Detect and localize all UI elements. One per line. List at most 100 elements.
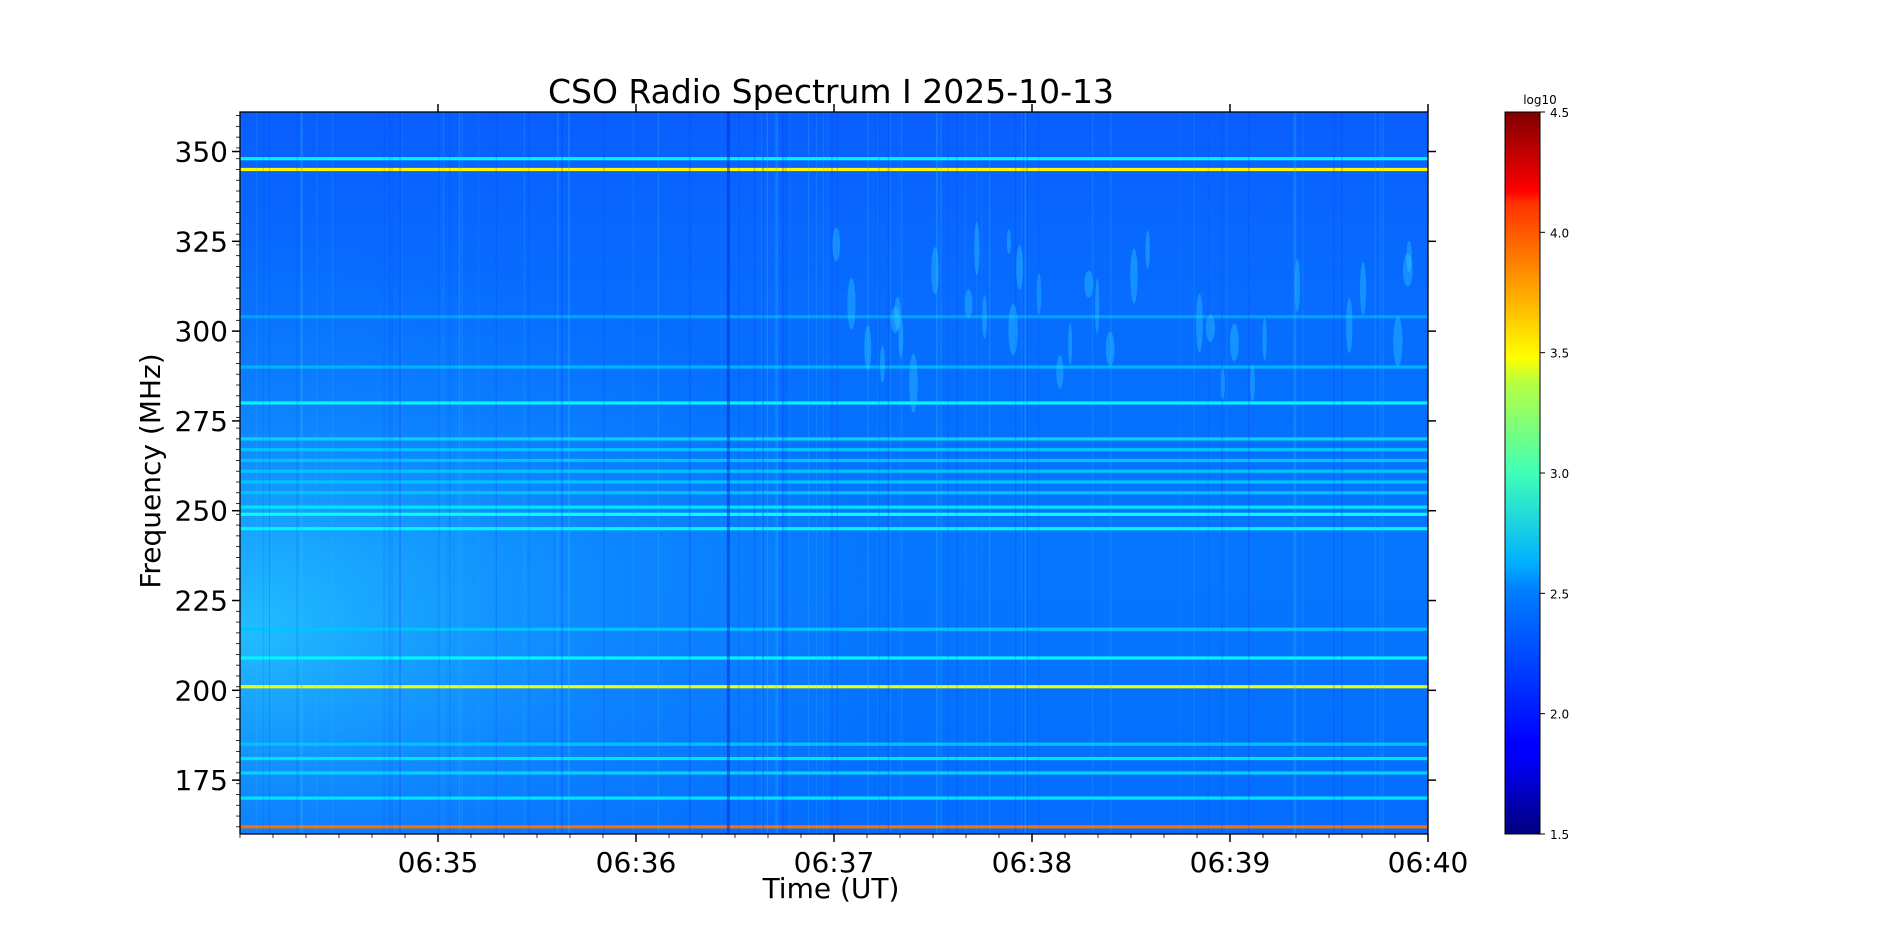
streak <box>940 112 942 834</box>
streak <box>442 112 445 834</box>
y-tick-label: 200 <box>175 674 228 707</box>
burst-blob <box>1084 270 1094 298</box>
x-tick-label: 06:36 <box>596 846 677 879</box>
streak <box>388 112 391 834</box>
burst-blob <box>1016 245 1023 290</box>
burst-blob <box>1262 317 1267 361</box>
streak <box>1024 112 1027 834</box>
x-tick-label: 06:35 <box>398 846 479 879</box>
streak <box>240 112 242 834</box>
burst-blob <box>909 353 918 413</box>
streak <box>807 112 810 834</box>
burst-blob <box>1360 261 1367 316</box>
streak <box>461 112 463 834</box>
streak <box>789 112 791 834</box>
burst-blob <box>1105 331 1115 366</box>
colorbar-tick-label: 3.5 <box>1550 347 1569 361</box>
burst-blob <box>891 306 900 334</box>
streak <box>1382 112 1384 834</box>
rfi-line <box>240 771 1428 775</box>
streak <box>935 112 938 834</box>
rfi-line <box>240 167 1428 172</box>
rfi-line <box>240 796 1428 800</box>
streak <box>301 112 303 834</box>
burst-blob <box>1008 303 1018 356</box>
colorbar-tick-label: 2.0 <box>1550 708 1569 722</box>
burst-blob <box>1393 316 1403 367</box>
streak <box>1091 112 1094 834</box>
streak <box>1179 112 1181 834</box>
streak <box>401 112 403 834</box>
streak <box>556 112 559 834</box>
streak <box>1333 112 1335 834</box>
streak <box>1295 112 1297 834</box>
rfi-line <box>240 458 1428 463</box>
streak <box>1341 112 1343 834</box>
streak <box>331 112 334 834</box>
burst-blob <box>1346 297 1353 354</box>
streak <box>898 112 900 834</box>
streak <box>440 112 442 834</box>
streak <box>262 112 265 834</box>
streak <box>255 112 258 834</box>
colorbar-tick-label: 2.5 <box>1550 587 1569 601</box>
burst-blob <box>880 345 885 383</box>
streak <box>766 112 768 834</box>
streak <box>826 112 828 834</box>
colorbar: log10 1.5 2.0 2.5 3.0 3.5 4.0 4.5 <box>1504 93 1569 842</box>
streak <box>738 112 740 834</box>
rfi-line <box>240 825 1428 829</box>
streak <box>1207 112 1210 834</box>
rfi-line <box>240 491 1428 495</box>
streak <box>867 112 869 834</box>
streak <box>1379 112 1382 834</box>
burst-blob <box>1294 258 1300 312</box>
streak <box>1247 112 1250 834</box>
y-axis-label: Frequency (MHz) <box>134 353 167 588</box>
rfi-line <box>240 448 1428 452</box>
x-axis-label: Time (UT) <box>762 872 900 905</box>
streak <box>399 112 401 834</box>
rfi-line <box>240 401 1428 405</box>
burst-blob <box>1036 273 1042 316</box>
streak <box>989 112 991 834</box>
streak <box>477 112 480 834</box>
streak <box>784 112 787 834</box>
streak <box>300 112 302 834</box>
streak <box>449 112 451 834</box>
streak <box>726 112 730 834</box>
y-tick-label: 175 <box>175 764 228 797</box>
streak <box>761 112 764 834</box>
x-tick-label: 06:38 <box>992 846 1073 879</box>
streak <box>887 112 890 834</box>
rfi-line <box>240 756 1428 761</box>
streak <box>936 112 939 834</box>
y-tick-label: 350 <box>175 136 228 169</box>
rfi-line <box>240 527 1428 531</box>
rfi-line <box>240 742 1428 746</box>
streak <box>831 112 833 834</box>
streak <box>889 112 892 834</box>
streak <box>753 112 756 834</box>
burst-blob <box>1056 355 1064 389</box>
burst-blob <box>1145 230 1150 269</box>
streak <box>657 112 660 834</box>
burst-blob <box>1068 323 1073 366</box>
burst-blob <box>1229 323 1239 362</box>
streak <box>1021 112 1022 834</box>
streak <box>296 112 298 834</box>
colorbar-ticks: 1.5 2.0 2.5 3.0 3.5 4.0 4.5 <box>1540 106 1569 842</box>
burst-blob <box>982 294 987 339</box>
streak <box>956 112 958 834</box>
rfi-line <box>240 512 1428 516</box>
burst-blob <box>1220 368 1225 400</box>
spectrogram-shading <box>240 112 1428 834</box>
streak <box>1014 112 1017 834</box>
burst-blob <box>974 222 980 276</box>
streak <box>383 112 385 834</box>
rfi-line <box>240 437 1428 441</box>
streak <box>1221 112 1224 834</box>
rfi-line <box>240 315 1428 319</box>
streak <box>1193 112 1195 834</box>
streak <box>762 112 764 834</box>
